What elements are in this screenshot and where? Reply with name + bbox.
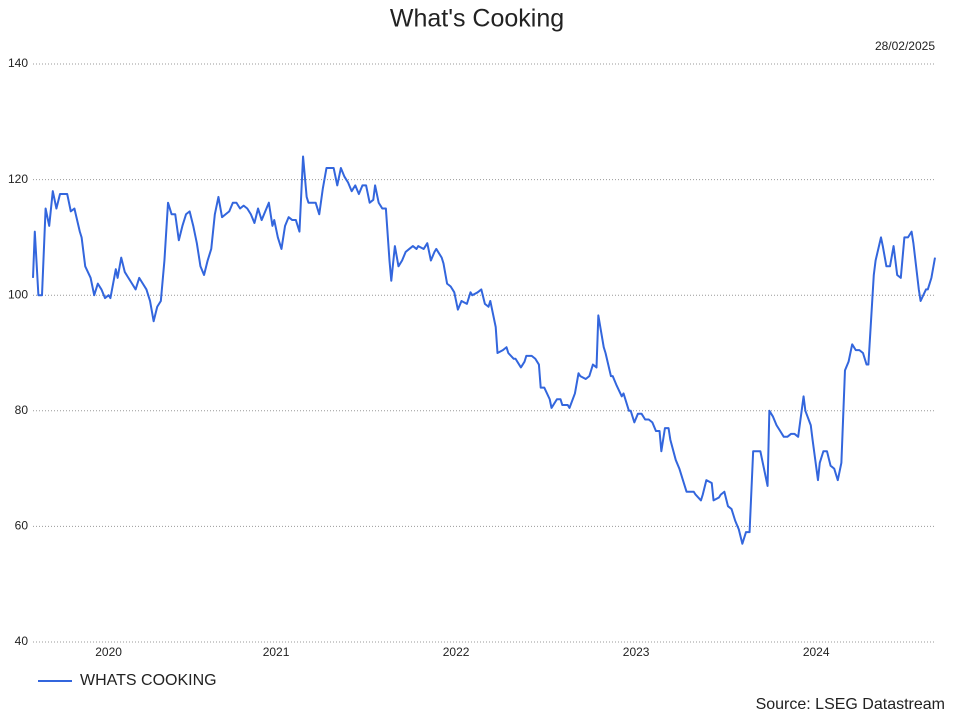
y-tick-label: 60	[15, 519, 29, 533]
source-note: Source: LSEG Datastream	[756, 696, 945, 713]
x-tick-label: 2024	[803, 645, 830, 659]
chart-title: What's Cooking	[390, 5, 564, 33]
y-tick-label: 140	[8, 56, 28, 70]
x-tick-label: 2023	[623, 645, 650, 659]
y-tick-label: 40	[15, 634, 29, 648]
date-stamp: 28/02/2025	[875, 39, 935, 53]
legend-label: WHATS COOKING	[80, 672, 217, 689]
y-tick-label: 80	[15, 403, 29, 417]
x-tick-label: 2022	[443, 645, 470, 659]
data-line	[32, 155, 936, 545]
y-tick-label: 120	[8, 172, 28, 186]
y-tick-label: 100	[8, 287, 28, 301]
x-tick-label: 2020	[95, 645, 122, 659]
x-tick-label: 2021	[263, 645, 290, 659]
